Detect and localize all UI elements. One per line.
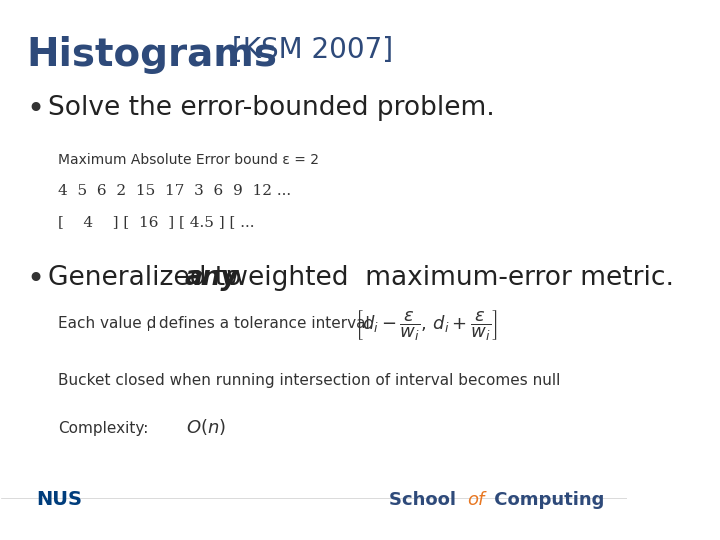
Text: any: any: [185, 265, 238, 291]
Text: defines a tolerance interval: defines a tolerance interval: [154, 316, 370, 330]
Text: Maximum Absolute Error bound ε = 2: Maximum Absolute Error bound ε = 2: [58, 153, 319, 167]
Text: of: of: [467, 491, 485, 509]
Text: [KSM 2007]: [KSM 2007]: [223, 36, 394, 64]
Text: i: i: [147, 322, 150, 333]
Text: Bucket closed when running intersection of interval becomes null: Bucket closed when running intersection …: [58, 373, 560, 388]
Text: Computing: Computing: [488, 491, 605, 509]
Text: Solve the error-bounded problem.: Solve the error-bounded problem.: [48, 96, 495, 122]
Text: $O(n)$: $O(n)$: [186, 417, 226, 437]
Text: 4  5  6  2  15  17  3  6  9  12 ...: 4 5 6 2 15 17 3 6 9 12 ...: [58, 184, 291, 198]
Text: Each value d: Each value d: [58, 316, 156, 330]
Text: Generalized to: Generalized to: [48, 265, 250, 291]
Text: Complexity:: Complexity:: [58, 422, 148, 436]
Text: $\left[d_i - \dfrac{\varepsilon}{w_i},\, d_i + \dfrac{\varepsilon}{w_i}\right]$: $\left[d_i - \dfrac{\varepsilon}{w_i},\,…: [355, 308, 498, 342]
Text: School: School: [390, 491, 462, 509]
Text: [    4    ] [  16  ] [ 4.5 ] [ ...: [ 4 ] [ 16 ] [ 4.5 ] [ ...: [58, 215, 254, 228]
Text: weighted  maximum-error metric.: weighted maximum-error metric.: [218, 265, 675, 291]
Text: •: •: [27, 96, 45, 124]
Text: •: •: [27, 265, 45, 294]
Text: Histograms: Histograms: [27, 36, 277, 75]
Text: NUS: NUS: [36, 490, 82, 509]
